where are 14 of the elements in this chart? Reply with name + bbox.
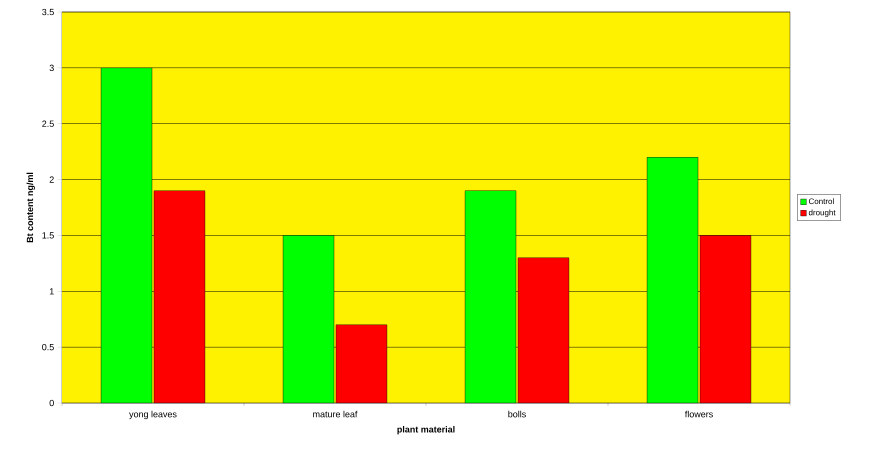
y-tick-label: 3 — [50, 64, 54, 72]
y-tick-label: 0.5 — [42, 344, 54, 350]
y-tick-label: 1.5 — [42, 232, 54, 239]
y-tick-label: 2 — [50, 176, 54, 183]
x-tick-label: bolls — [508, 410, 526, 418]
x-tick-label: mature leaf — [313, 410, 358, 418]
y-tick-label: 2.5 — [42, 120, 54, 127]
x-tick-label: yong leaves — [129, 410, 177, 420]
y-tick-label: 3.5 — [42, 8, 54, 16]
y-tick-label: 0 — [50, 400, 54, 406]
y-tick-label: 1 — [50, 288, 54, 294]
x-axis-title: plant material — [397, 426, 455, 434]
x-tick-label: flowers — [684, 410, 713, 418]
y-axis-title: Bt content ng/ml — [26, 172, 35, 242]
